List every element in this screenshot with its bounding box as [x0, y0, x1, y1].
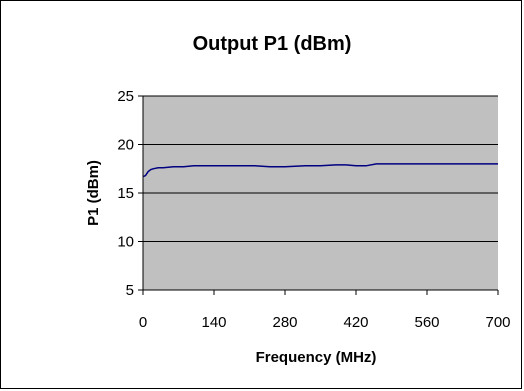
y-tick-labels: 5 10 15 20 25 [117, 88, 143, 299]
y-tick-label-25: 25 [117, 88, 134, 105]
y-tick-label-10: 10 [117, 234, 134, 251]
series-line-p1 [143, 163, 498, 178]
x-tick-label-0: 0 [139, 314, 147, 331]
chart-title: Output P1 (dBm) [193, 33, 352, 55]
x-axis-label: Frequency (MHz) [256, 349, 377, 366]
x-tick-label-420: 420 [343, 314, 368, 331]
x-tick-label-560: 560 [414, 314, 439, 331]
x-tick-labels: 0 140 280 420 560 700 [139, 290, 511, 331]
x-tick-label-140: 140 [201, 314, 226, 331]
x-tick-label-280: 280 [272, 314, 297, 331]
gridlines [143, 95, 498, 242]
x-tick-label-700: 700 [485, 314, 510, 331]
y-tick-label-5: 5 [126, 282, 134, 299]
y-tick-label-15: 15 [117, 185, 134, 202]
y-axis-label: P1 (dBm) [85, 160, 102, 226]
y-tick-label-20: 20 [117, 137, 134, 154]
